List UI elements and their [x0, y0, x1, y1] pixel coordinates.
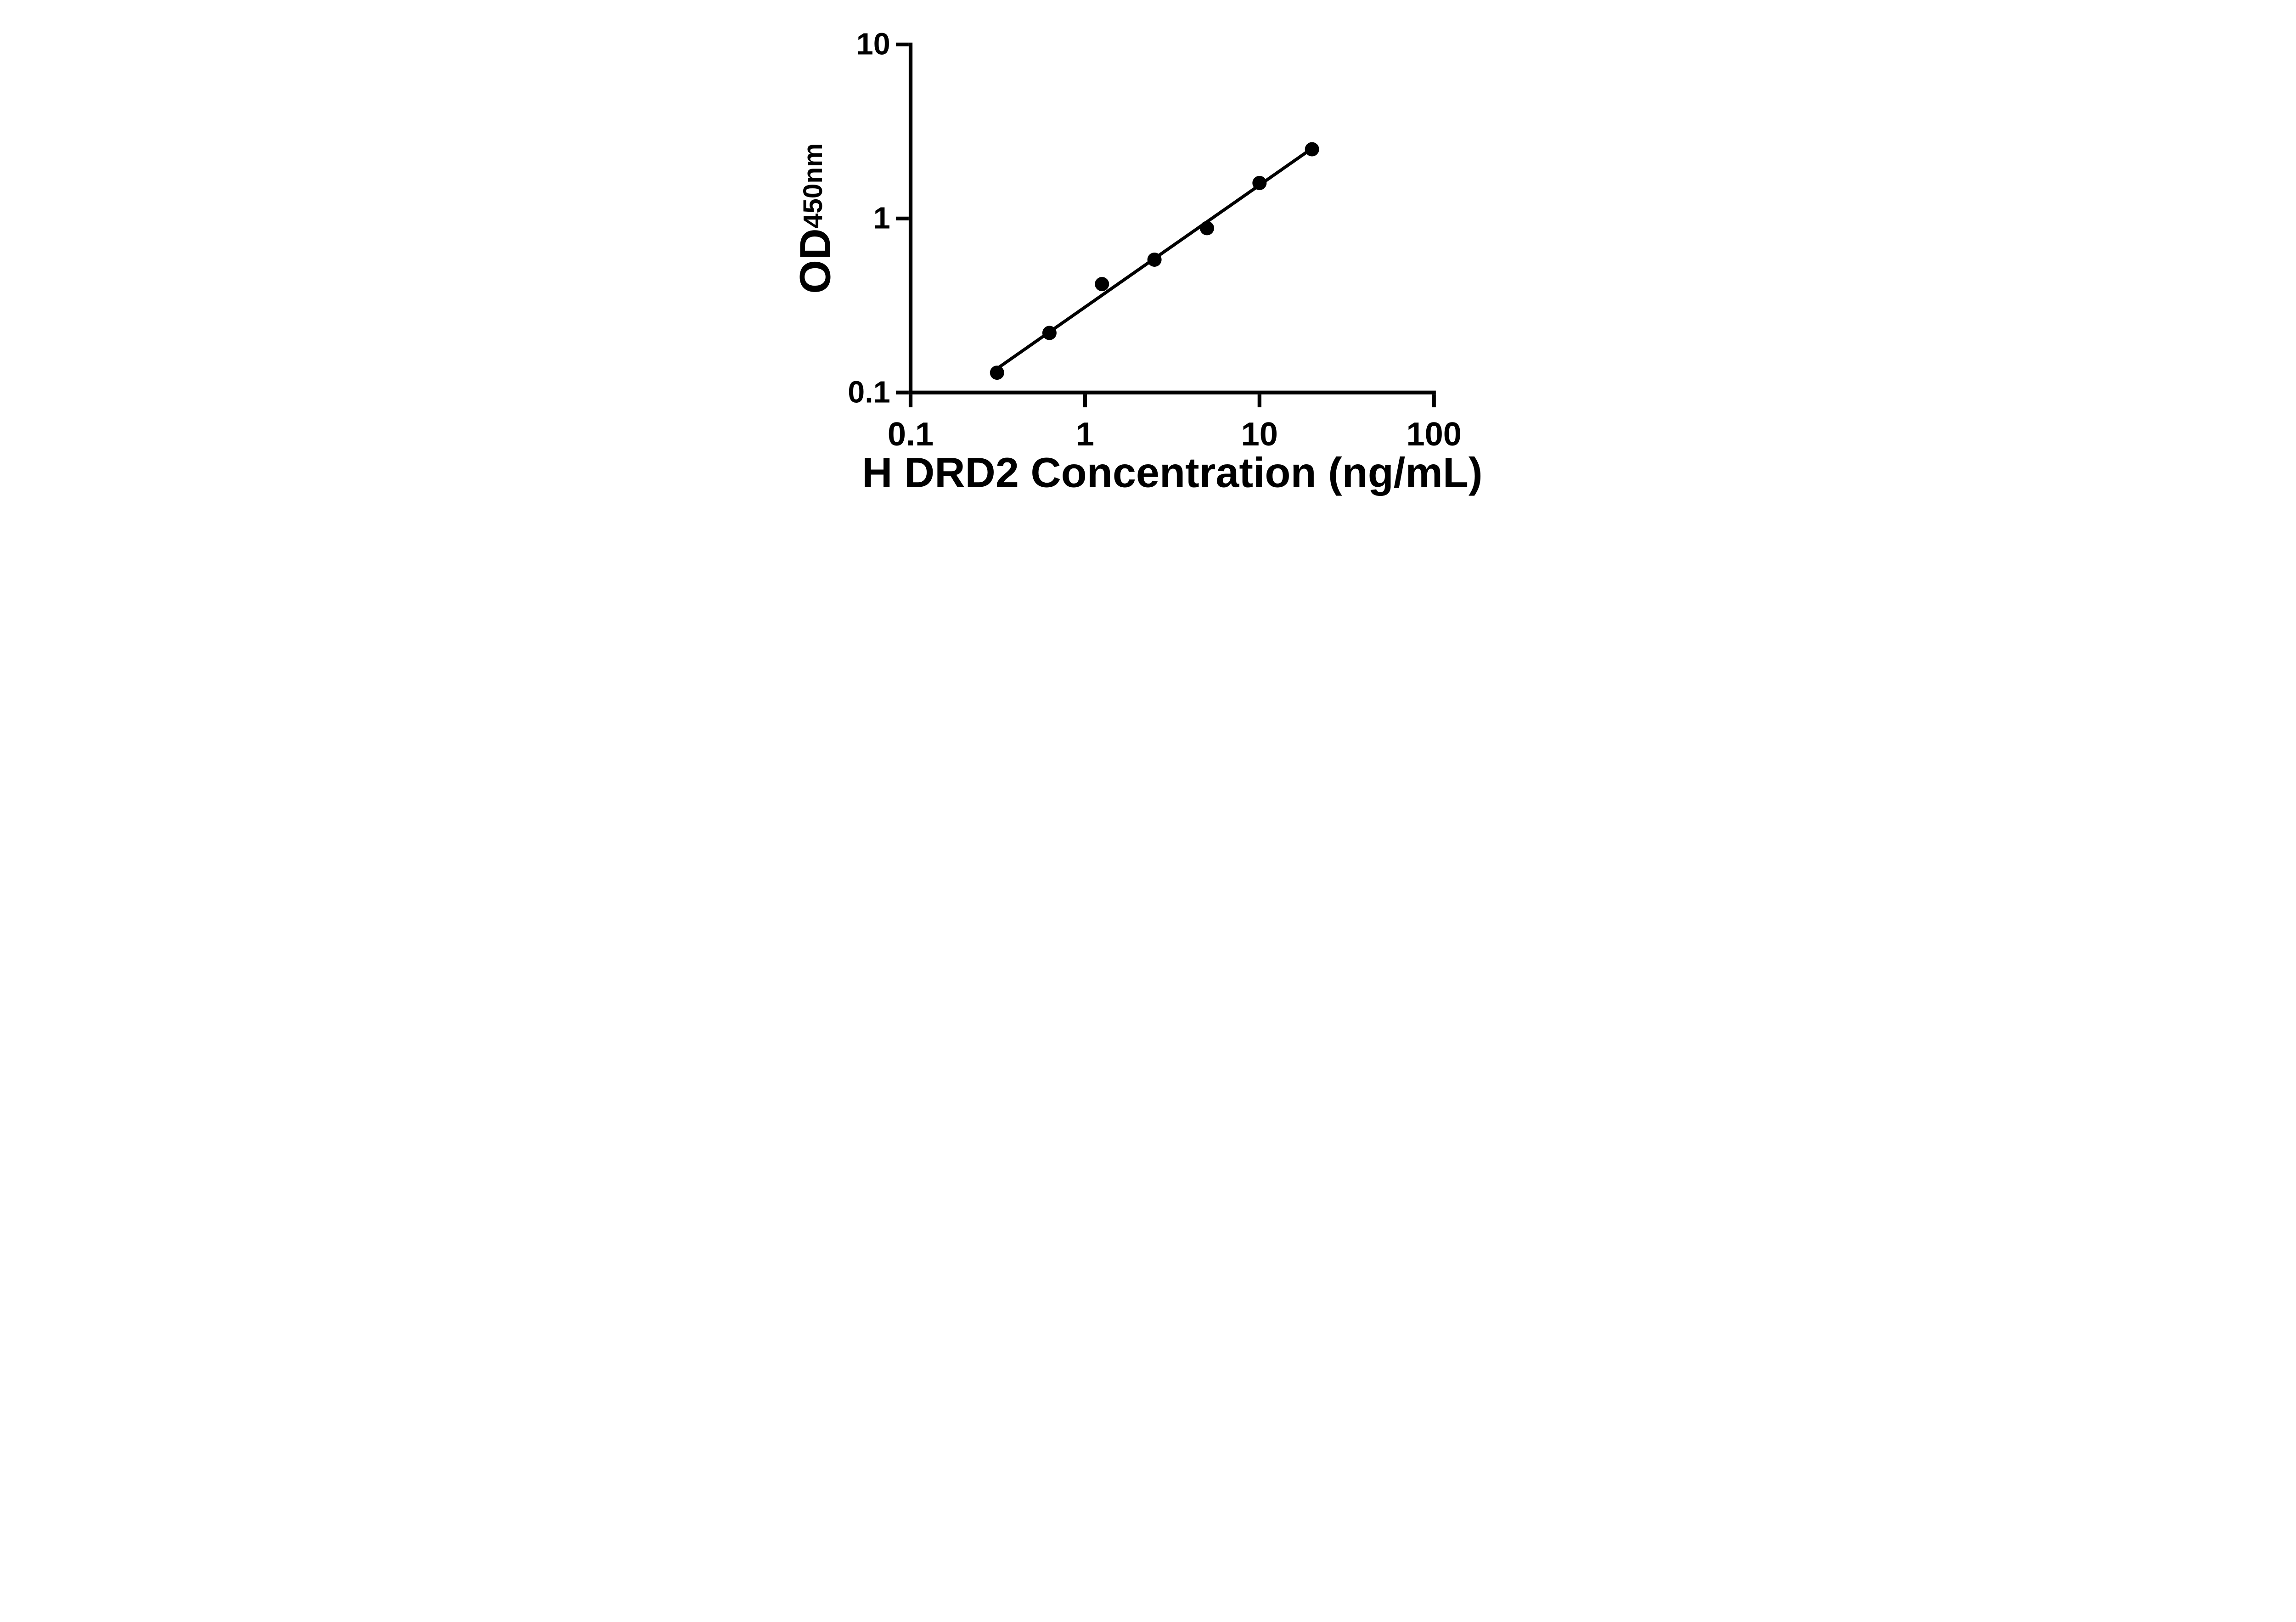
- y-axis-title-subscript: 450nm: [798, 143, 828, 229]
- plot-area: 0.1 1 10 0.1 1 10 100: [848, 27, 1462, 453]
- x-tick-label: 1: [1076, 416, 1094, 453]
- y-axis-title-main: OD: [791, 228, 840, 293]
- data-point: [1305, 142, 1319, 157]
- data-point: [1095, 277, 1109, 292]
- y-tick-label: 0.1: [848, 375, 890, 409]
- x-tick-label: 0.1: [888, 416, 934, 453]
- data-point: [1252, 175, 1267, 190]
- data-point: [1042, 326, 1057, 340]
- x-axis-title: H DRD2 Concentration (ng/mL): [862, 450, 1482, 496]
- elisa-standard-curve-figure: 0.1 1 10 0.1 1 10 100 H DRD2 Concentration (ng…: [781, 0, 1515, 514]
- x-tick-label: 100: [1407, 416, 1462, 453]
- chart-canvas: 0.1 1 10 0.1 1 10 100 H DRD2 Concentration (ng…: [791, 27, 1483, 496]
- y-tick-label: 10: [856, 27, 890, 61]
- y-tick-label: 1: [873, 201, 890, 235]
- axis-spines: [908, 42, 1436, 394]
- data-point: [1147, 252, 1162, 267]
- data-point: [1199, 221, 1214, 236]
- y-axis-title: OD450nm: [791, 143, 840, 294]
- x-tick-label: 10: [1241, 416, 1278, 453]
- data-point: [990, 366, 1004, 380]
